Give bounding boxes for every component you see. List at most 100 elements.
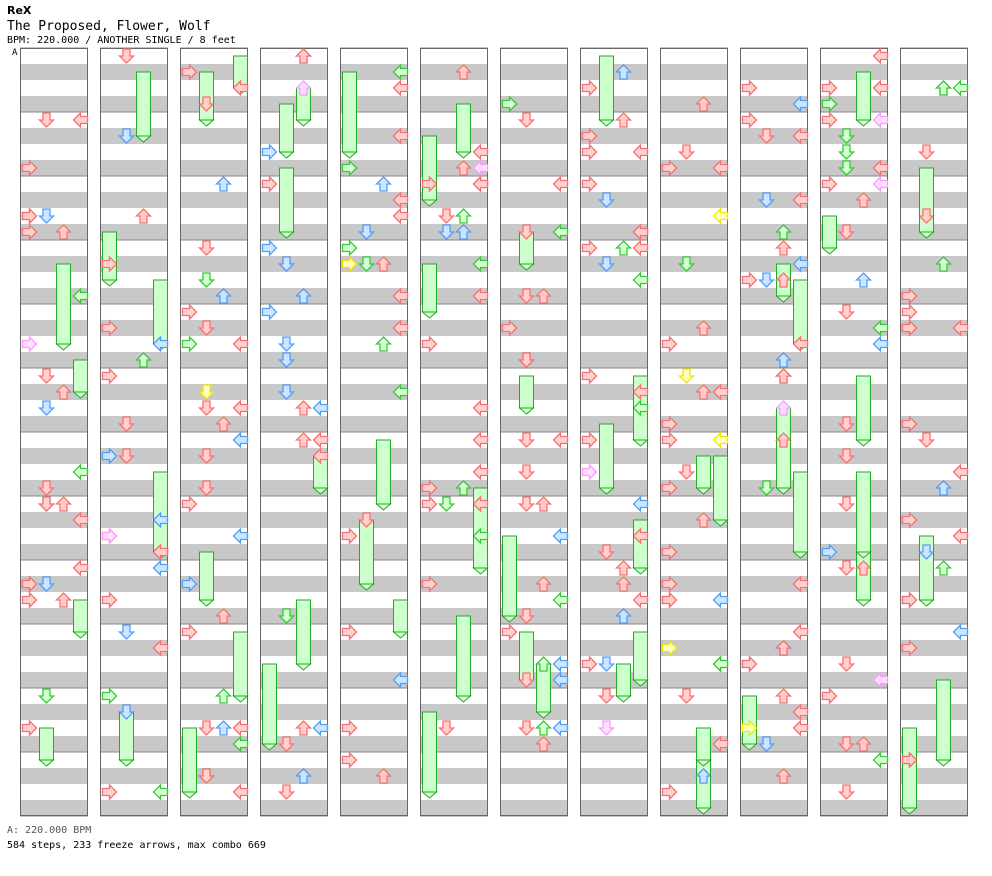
beat-stripe xyxy=(740,512,808,528)
freeze-body xyxy=(456,103,471,153)
step-arrow-up xyxy=(294,48,313,64)
column-border xyxy=(340,48,408,816)
step-arrow-left xyxy=(821,95,838,113)
step-arrow-down xyxy=(837,656,856,672)
step-arrow-left xyxy=(181,335,198,353)
step-arrow-left xyxy=(21,591,38,609)
beat-stripe xyxy=(820,768,888,784)
step-arrow-down xyxy=(837,496,856,512)
step-arrow-right xyxy=(792,719,809,737)
freeze-body xyxy=(153,471,168,553)
freeze-body xyxy=(233,631,248,697)
step-arrow-down xyxy=(197,480,216,496)
step-arrow-right xyxy=(392,319,409,337)
beat-stripe xyxy=(340,736,408,752)
step-arrow-left xyxy=(181,63,198,81)
step-arrow-left xyxy=(261,239,278,257)
step-arrow-right xyxy=(872,751,889,769)
column-border xyxy=(180,48,248,816)
step-arrow-right xyxy=(392,63,409,81)
freeze-body xyxy=(279,103,294,153)
step-arrow-down xyxy=(197,320,216,336)
step-arrow-right xyxy=(312,399,329,417)
step-arrow-up xyxy=(854,272,873,288)
freeze-body xyxy=(342,71,357,153)
step-arrow-up xyxy=(534,736,553,752)
step-arrow-down xyxy=(437,208,456,224)
beat-stripe xyxy=(580,128,648,144)
step-arrow-left xyxy=(101,255,118,273)
step-arrow-left xyxy=(101,527,118,545)
freeze-tail xyxy=(421,791,438,799)
step-arrow-right xyxy=(952,463,969,481)
step-arrow-right xyxy=(312,719,329,737)
beat-stripe xyxy=(660,608,728,624)
step-arrow-right xyxy=(392,127,409,145)
step-arrow-right xyxy=(632,527,649,545)
beat-stripe xyxy=(580,288,648,304)
step-arrow-right xyxy=(392,671,409,689)
beat-stripe xyxy=(740,576,808,592)
step-arrow-right xyxy=(72,111,89,129)
beat-stripe xyxy=(260,448,328,464)
beat-stripe xyxy=(500,160,568,176)
freeze-tail xyxy=(918,599,935,607)
freeze-body xyxy=(376,439,391,505)
step-arrow-up xyxy=(54,496,73,512)
beat-stripe xyxy=(580,800,648,816)
step-arrow-right xyxy=(952,527,969,545)
step-arrow-right xyxy=(872,671,889,689)
beat-stripe xyxy=(260,480,328,496)
step-arrow-right xyxy=(632,223,649,241)
freeze-body xyxy=(502,535,517,617)
step-arrow-up xyxy=(294,400,313,416)
step-arrow-up xyxy=(774,640,793,656)
step-arrow-down xyxy=(517,352,536,368)
beat-stripe xyxy=(740,96,808,112)
step-arrow-right xyxy=(472,143,489,161)
step-arrow-down xyxy=(757,736,776,752)
beat-stripe xyxy=(100,800,168,816)
step-arrow-right xyxy=(152,335,169,353)
beat-stripe xyxy=(260,640,328,656)
step-arrow-down xyxy=(437,720,456,736)
step-arrow-down xyxy=(117,416,136,432)
beat-stripe xyxy=(660,64,728,80)
freeze-body xyxy=(856,471,871,553)
freeze-body xyxy=(856,375,871,441)
beat-stripe xyxy=(580,512,648,528)
step-arrow-left xyxy=(21,719,38,737)
beat-stripe xyxy=(500,320,568,336)
beat-stripe xyxy=(740,800,808,816)
brand-label: ReX xyxy=(7,4,32,17)
step-arrow-left xyxy=(261,175,278,193)
step-arrow-right xyxy=(792,575,809,593)
step-arrow-up xyxy=(294,432,313,448)
step-arrow-right xyxy=(552,655,569,673)
beat-stripe xyxy=(740,672,808,688)
step-arrow-right xyxy=(152,639,169,657)
step-arrow-down xyxy=(517,112,536,128)
beat-stripe xyxy=(260,64,328,80)
step-arrow-right xyxy=(152,783,169,801)
freeze-body xyxy=(359,519,374,585)
beat-stripe xyxy=(260,288,328,304)
column-border xyxy=(260,48,328,816)
beat-stripe xyxy=(20,352,88,368)
step-arrow-right xyxy=(792,255,809,273)
step-arrow-right xyxy=(872,159,889,177)
step-arrow-left xyxy=(261,143,278,161)
step-arrow-left xyxy=(341,159,358,177)
beat-stripe xyxy=(340,192,408,208)
step-arrow-left xyxy=(501,623,518,641)
step-arrow-down xyxy=(677,368,696,384)
beat-stripe xyxy=(420,608,488,624)
step-arrow-left xyxy=(581,367,598,385)
step-arrow-right xyxy=(472,159,489,177)
step-arrow-right xyxy=(312,431,329,449)
beat-stripe xyxy=(660,96,728,112)
step-arrow-left xyxy=(901,303,918,321)
step-arrow-right xyxy=(872,335,889,353)
step-arrow-down xyxy=(597,544,616,560)
step-arrow-left xyxy=(341,239,358,257)
